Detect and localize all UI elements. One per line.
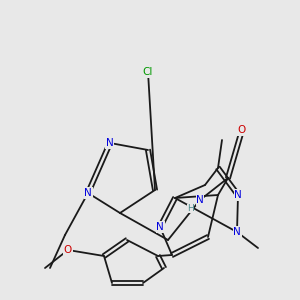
Text: O: O (64, 245, 72, 255)
Text: N: N (233, 227, 241, 237)
Text: N: N (196, 195, 204, 205)
Text: Cl: Cl (143, 67, 153, 77)
Text: N: N (84, 188, 92, 198)
Text: N: N (156, 222, 164, 232)
Text: H: H (187, 204, 194, 213)
Text: N: N (106, 138, 114, 148)
Text: N: N (234, 190, 242, 200)
Text: O: O (238, 125, 246, 135)
